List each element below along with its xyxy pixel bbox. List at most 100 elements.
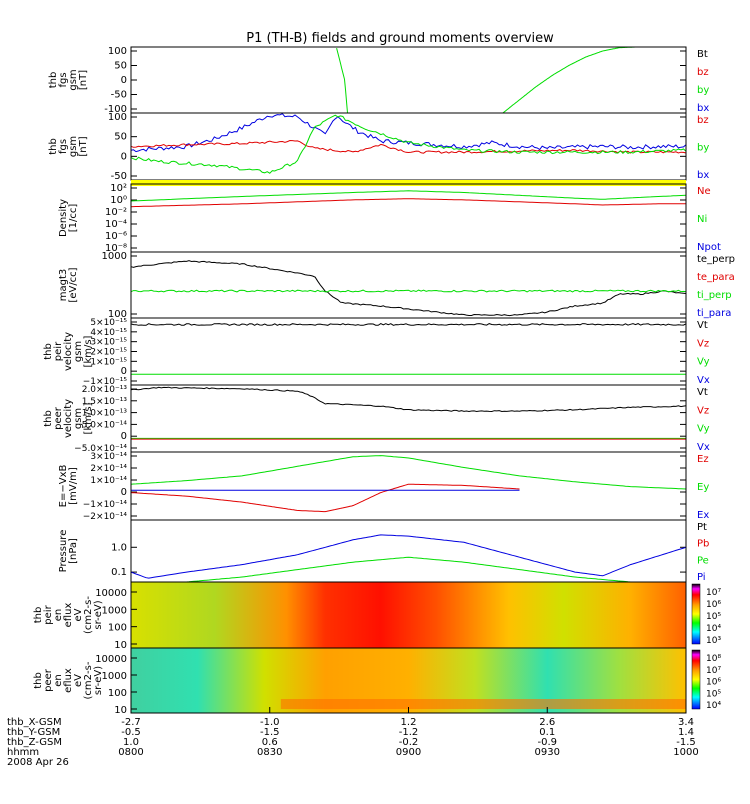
y-axis-label-line: thb xyxy=(43,343,54,360)
y-axis-label: Density[1/cc] xyxy=(58,199,79,237)
y-tick-label: 10⁰ xyxy=(110,195,127,206)
series-line-blue xyxy=(130,534,687,579)
y-tick-label: 0.1 xyxy=(111,567,127,578)
y-axis-label-line: [km/s] xyxy=(83,335,94,367)
legend-entry: by xyxy=(697,143,709,154)
series-line-green xyxy=(130,114,687,174)
y-tick-label: 1×10⁻¹⁵ xyxy=(90,357,127,367)
x-tick-label: 0900 xyxy=(396,747,421,758)
x-tick-label: 2.6 xyxy=(539,717,555,728)
series-line-red xyxy=(130,198,686,208)
y-tick-label: 50 xyxy=(114,132,127,143)
legend-entry: bx xyxy=(697,103,709,114)
y-axis-label: thbpeirenefluxeV(cm2-s-sr-eV) xyxy=(33,596,104,634)
colorbar xyxy=(691,649,701,710)
y-tick-label: 10000 xyxy=(95,654,127,665)
y-tick-label: 1000 xyxy=(102,251,127,262)
y-axis-label-line: [nT] xyxy=(78,136,89,156)
panel-frame xyxy=(130,519,687,583)
y-axis-label-line: velocity xyxy=(63,332,74,371)
quality-flag-strip xyxy=(131,180,686,186)
panel-peir_velocity_panel: 5×10⁻¹⁵4×10⁻¹⁵3×10⁻¹⁵2×10⁻¹⁵1×10⁻¹⁵0−1×1… xyxy=(43,317,710,387)
colorbar-tick-label: 10⁷ xyxy=(706,666,721,676)
y-axis-label-line: [nPa] xyxy=(68,538,79,564)
y-axis-label-line: magt3 xyxy=(58,269,69,302)
y-tick-label: 100 xyxy=(108,112,127,123)
series-line-green xyxy=(502,46,636,114)
x-tick-label: -1.5 xyxy=(676,737,696,748)
y-tick-label: -50 xyxy=(111,171,127,182)
y-axis-label-line: eV xyxy=(73,674,84,687)
legend-entry: Pb xyxy=(697,539,709,550)
y-tick-label: 10² xyxy=(110,183,127,194)
x-tick-label: 1.4 xyxy=(678,727,694,738)
y-axis-label: Pressure[nPa] xyxy=(58,530,79,573)
y-tick-label: 10 xyxy=(114,705,127,716)
legend-entry: Ne xyxy=(697,186,711,197)
x-tick-label: 1.2 xyxy=(401,717,417,728)
panel-frame xyxy=(130,112,687,181)
y-tick-label: 3×10⁻¹⁴ xyxy=(90,452,127,462)
y-tick-label: 1000 xyxy=(102,605,127,616)
series-line-black xyxy=(130,323,687,326)
y-tick-label: 0 xyxy=(121,75,127,86)
x-row-label: thb_Y-GSM xyxy=(7,727,60,738)
y-axis-label-line: Pressure xyxy=(58,530,69,573)
y-axis-label-line: peir xyxy=(53,341,64,361)
y-axis-label-line: peer xyxy=(53,406,64,430)
y-tick-label: 3×10⁻¹⁵ xyxy=(90,338,127,348)
y-tick-label: 10000 xyxy=(95,588,127,599)
y-tick-label: 1.0 xyxy=(111,542,127,553)
y-tick-label: 2×10⁻¹⁵ xyxy=(90,348,127,358)
y-axis-label-line: [1/cc] xyxy=(68,204,79,233)
panel-frame xyxy=(130,384,687,453)
legend-entry: Vt xyxy=(697,320,708,331)
legend-entry: Vz xyxy=(697,405,709,416)
legend-entry: Vy xyxy=(697,424,710,435)
y-axis-label-line: gsm xyxy=(68,136,79,157)
y-tick-label: 50 xyxy=(114,61,127,72)
colorbar xyxy=(691,583,701,645)
colorbar-tick-label: 10⁸ xyxy=(706,654,721,664)
panel-peer_velocity_panel: 2.0×10⁻¹³ 1.5×10⁻¹³ 1.0×10⁻¹³5.0×10⁻¹⁴0 −5.… xyxy=(43,384,710,454)
y-tick-label: 100 xyxy=(108,688,127,699)
y-axis-label-line: thb xyxy=(43,410,54,427)
legend-entry: Bt xyxy=(697,49,708,60)
colorbar-tick-label: 10⁷ xyxy=(706,588,721,598)
legend-entry: Pi xyxy=(697,572,706,583)
y-tick-label: 100 xyxy=(108,309,127,320)
x-row-label: thb_Z-GSM xyxy=(7,737,62,748)
y-tick-label: 100 xyxy=(108,46,127,57)
legend-entry: Ez xyxy=(697,454,709,465)
y-tick-label: 10 xyxy=(114,640,127,651)
y-axis-label: thbfgsgsm[nT] xyxy=(48,69,89,90)
y-tick-label: 2.0×10⁻¹³ xyxy=(82,385,128,395)
y-tick-label: 1.5×10⁻¹³ xyxy=(82,397,128,407)
y-axis-label-line: (cm2-s- xyxy=(83,596,94,634)
panel-frame xyxy=(130,451,687,521)
y-axis-label-line: gsm xyxy=(73,408,84,429)
panel-frame xyxy=(130,317,687,386)
x-tick-label: 0.6 xyxy=(262,737,278,748)
x-tick-label: -1.5 xyxy=(260,727,280,738)
panel-peir_spectrogram: 10⁷ 10⁶ 10⁵ 10⁴ 10³ 10000 1000 100 10 thbpeirenef… xyxy=(33,581,721,651)
series-line-green xyxy=(130,289,687,293)
series-line-black xyxy=(130,386,687,413)
legend-entry: Ey xyxy=(697,482,709,493)
legend-entry: Pt xyxy=(697,522,707,533)
y-tick-label: 1.0×10⁻¹³ xyxy=(82,409,128,419)
x-tick-label: 1000 xyxy=(673,747,698,758)
panel-temp_panel: 1000 100 magt3[eV/cc] te_perp te_para ti_perp… xyxy=(58,251,735,320)
colorbar-tick-label: 10⁶ xyxy=(706,678,721,688)
y-tick-label: 0 xyxy=(121,431,127,442)
legend-entry: Vz xyxy=(697,338,709,349)
y-tick-label: 10⁻⁶ xyxy=(105,231,127,242)
y-tick-label: 2×10⁻¹⁴ xyxy=(90,464,127,474)
y-tick-label: 10⁻² xyxy=(105,207,127,218)
series-line-green xyxy=(131,556,686,583)
y-axis-label-line: gsm xyxy=(68,69,79,90)
y-axis-label-line: Density xyxy=(58,199,69,237)
y-axis-label-line: [eV/cc] xyxy=(68,267,79,302)
y-axis-label-line: [km/s] xyxy=(83,402,94,434)
